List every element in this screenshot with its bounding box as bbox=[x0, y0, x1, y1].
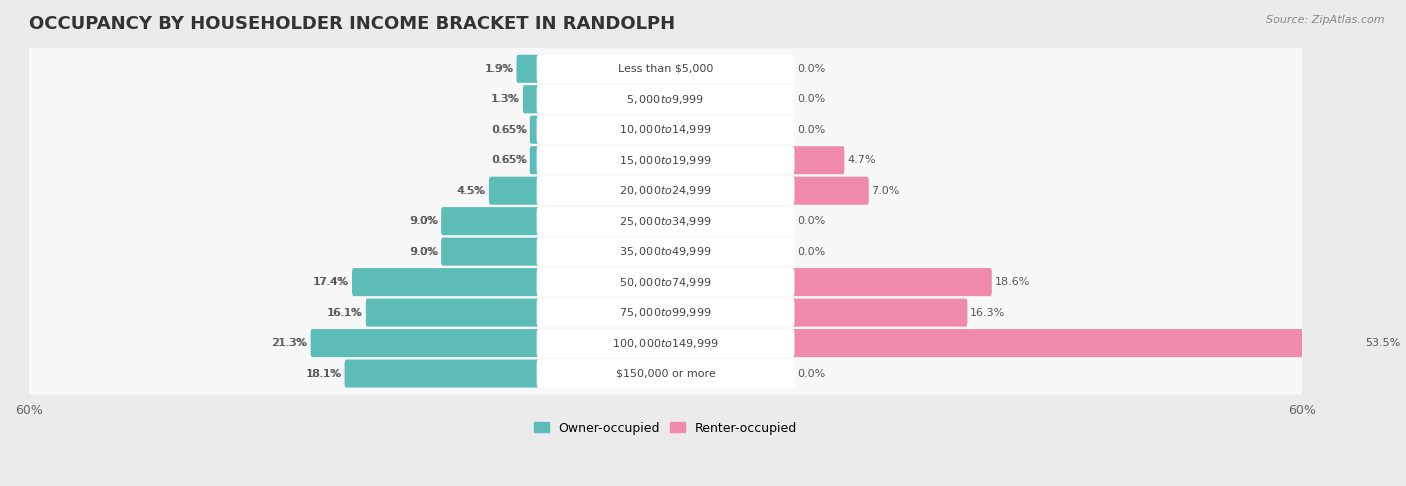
FancyBboxPatch shape bbox=[15, 292, 1316, 333]
FancyBboxPatch shape bbox=[792, 298, 967, 327]
Text: $5,000 to $9,999: $5,000 to $9,999 bbox=[627, 93, 704, 106]
FancyBboxPatch shape bbox=[530, 116, 540, 144]
Text: $35,000 to $49,999: $35,000 to $49,999 bbox=[619, 245, 711, 258]
Text: 0.65%: 0.65% bbox=[492, 155, 527, 165]
Text: 0.65%: 0.65% bbox=[491, 125, 526, 135]
Text: 7.0%: 7.0% bbox=[872, 186, 900, 196]
FancyBboxPatch shape bbox=[537, 177, 794, 205]
Text: 9.0%: 9.0% bbox=[409, 246, 437, 257]
FancyBboxPatch shape bbox=[537, 207, 794, 235]
Text: 18.6%: 18.6% bbox=[994, 277, 1029, 287]
FancyBboxPatch shape bbox=[537, 55, 794, 83]
Text: 0.0%: 0.0% bbox=[797, 216, 825, 226]
Text: $75,000 to $99,999: $75,000 to $99,999 bbox=[619, 306, 711, 319]
FancyBboxPatch shape bbox=[537, 238, 794, 266]
Text: 0.0%: 0.0% bbox=[797, 368, 825, 379]
Text: 0.65%: 0.65% bbox=[491, 155, 526, 165]
Text: $20,000 to $24,999: $20,000 to $24,999 bbox=[619, 184, 711, 197]
FancyBboxPatch shape bbox=[15, 231, 1316, 273]
FancyBboxPatch shape bbox=[441, 207, 540, 235]
Text: 4.5%: 4.5% bbox=[458, 186, 486, 196]
Text: 9.0%: 9.0% bbox=[411, 216, 439, 226]
FancyBboxPatch shape bbox=[537, 116, 794, 144]
Text: $150,000 or more: $150,000 or more bbox=[616, 368, 716, 379]
FancyBboxPatch shape bbox=[15, 352, 1316, 395]
FancyBboxPatch shape bbox=[523, 85, 540, 113]
FancyBboxPatch shape bbox=[15, 109, 1316, 151]
FancyBboxPatch shape bbox=[792, 268, 991, 296]
Text: 0.0%: 0.0% bbox=[797, 94, 825, 104]
Text: 17.4%: 17.4% bbox=[314, 277, 349, 287]
Text: $100,000 to $149,999: $100,000 to $149,999 bbox=[612, 337, 718, 349]
Text: 9.0%: 9.0% bbox=[409, 216, 437, 226]
FancyBboxPatch shape bbox=[537, 360, 794, 387]
Text: 4.5%: 4.5% bbox=[457, 186, 485, 196]
FancyBboxPatch shape bbox=[15, 261, 1316, 303]
Text: 1.9%: 1.9% bbox=[485, 64, 513, 74]
FancyBboxPatch shape bbox=[311, 329, 540, 357]
FancyBboxPatch shape bbox=[344, 360, 540, 387]
Text: 1.9%: 1.9% bbox=[485, 64, 513, 74]
FancyBboxPatch shape bbox=[537, 298, 794, 327]
Text: 16.1%: 16.1% bbox=[326, 308, 363, 317]
FancyBboxPatch shape bbox=[537, 146, 794, 174]
FancyBboxPatch shape bbox=[530, 146, 540, 174]
FancyBboxPatch shape bbox=[15, 139, 1316, 181]
Text: 0.0%: 0.0% bbox=[797, 246, 825, 257]
Text: 18.1%: 18.1% bbox=[307, 368, 342, 379]
Text: $50,000 to $74,999: $50,000 to $74,999 bbox=[619, 276, 711, 289]
Text: 16.3%: 16.3% bbox=[970, 308, 1005, 317]
Text: Source: ZipAtlas.com: Source: ZipAtlas.com bbox=[1267, 15, 1385, 25]
FancyBboxPatch shape bbox=[441, 238, 540, 266]
FancyBboxPatch shape bbox=[792, 329, 1362, 357]
FancyBboxPatch shape bbox=[792, 146, 845, 174]
FancyBboxPatch shape bbox=[15, 78, 1316, 121]
Text: 53.5%: 53.5% bbox=[1365, 338, 1400, 348]
FancyBboxPatch shape bbox=[366, 298, 540, 327]
Text: 0.0%: 0.0% bbox=[797, 125, 825, 135]
Text: 4.7%: 4.7% bbox=[846, 155, 876, 165]
FancyBboxPatch shape bbox=[489, 177, 540, 205]
Text: 17.4%: 17.4% bbox=[312, 277, 349, 287]
Text: $25,000 to $34,999: $25,000 to $34,999 bbox=[619, 215, 711, 227]
Text: OCCUPANCY BY HOUSEHOLDER INCOME BRACKET IN RANDOLPH: OCCUPANCY BY HOUSEHOLDER INCOME BRACKET … bbox=[30, 15, 675, 33]
FancyBboxPatch shape bbox=[792, 177, 869, 205]
FancyBboxPatch shape bbox=[15, 48, 1316, 90]
Text: 18.1%: 18.1% bbox=[305, 368, 340, 379]
Text: 21.3%: 21.3% bbox=[273, 338, 308, 348]
FancyBboxPatch shape bbox=[537, 329, 794, 357]
FancyBboxPatch shape bbox=[352, 268, 540, 296]
FancyBboxPatch shape bbox=[516, 55, 540, 83]
Text: 1.3%: 1.3% bbox=[492, 94, 520, 104]
Text: 1.3%: 1.3% bbox=[491, 94, 519, 104]
Text: 9.0%: 9.0% bbox=[411, 246, 439, 257]
Text: $10,000 to $14,999: $10,000 to $14,999 bbox=[619, 123, 711, 136]
FancyBboxPatch shape bbox=[15, 322, 1316, 364]
FancyBboxPatch shape bbox=[537, 85, 794, 113]
Text: 16.1%: 16.1% bbox=[328, 308, 363, 317]
Text: Less than $5,000: Less than $5,000 bbox=[617, 64, 713, 74]
Text: 0.65%: 0.65% bbox=[492, 125, 527, 135]
FancyBboxPatch shape bbox=[15, 170, 1316, 212]
Text: $15,000 to $19,999: $15,000 to $19,999 bbox=[619, 154, 711, 167]
FancyBboxPatch shape bbox=[537, 268, 794, 296]
FancyBboxPatch shape bbox=[15, 200, 1316, 242]
Text: 21.3%: 21.3% bbox=[271, 338, 307, 348]
Text: 0.0%: 0.0% bbox=[797, 64, 825, 74]
Legend: Owner-occupied, Renter-occupied: Owner-occupied, Renter-occupied bbox=[529, 417, 803, 439]
